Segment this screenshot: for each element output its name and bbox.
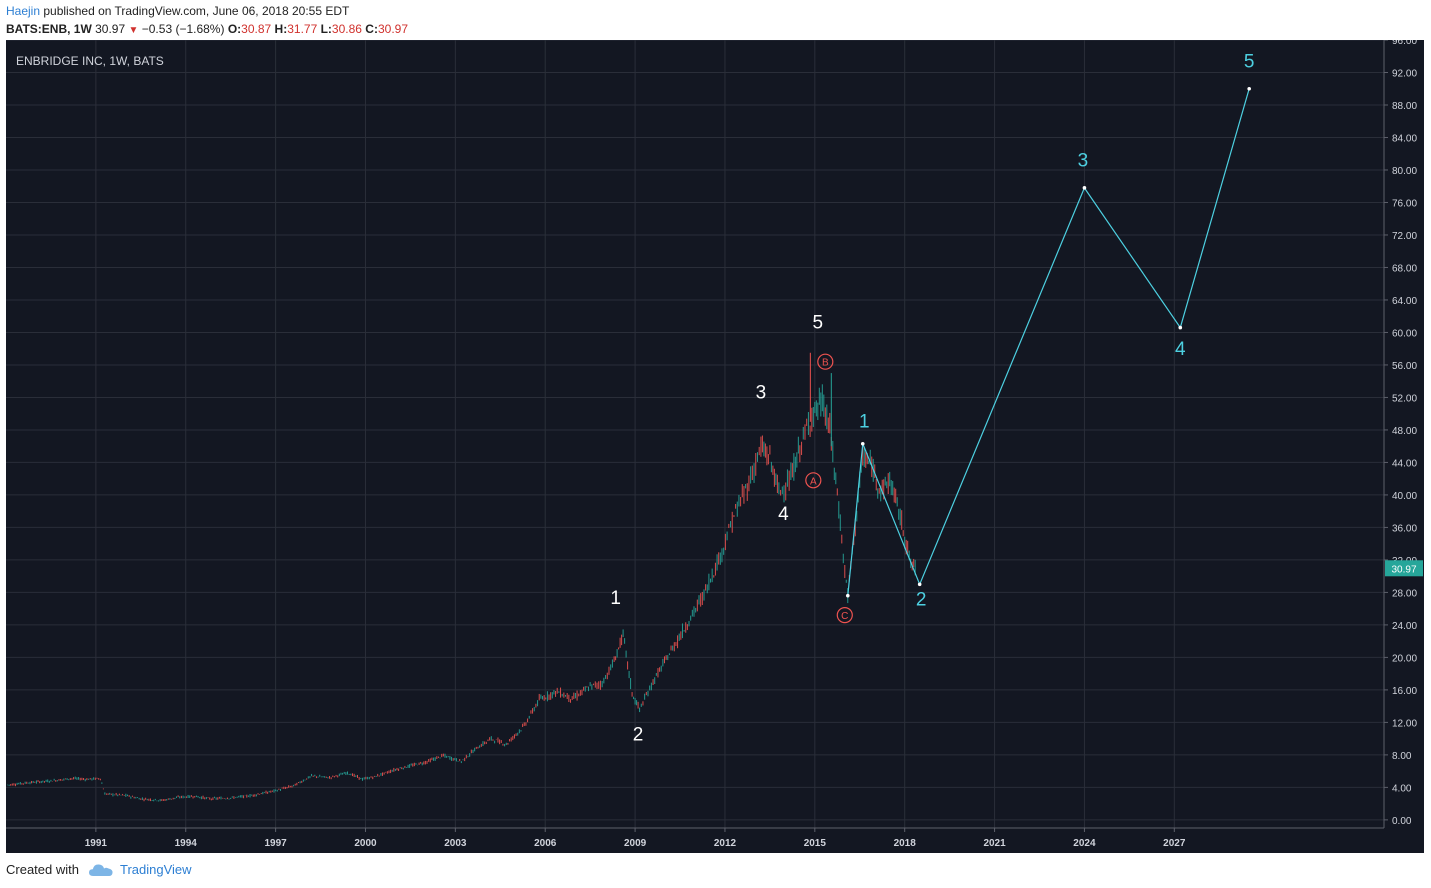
y-tick-label: 96.00 bbox=[1392, 40, 1417, 47]
down-arrow-icon: ▼ bbox=[128, 25, 139, 36]
wave-vertex bbox=[1178, 325, 1183, 330]
wave-label: 1 bbox=[610, 588, 621, 609]
x-tick-label: 2009 bbox=[624, 838, 647, 849]
chart-title: ENBRIDGE INC, 1W, BATS bbox=[16, 54, 164, 68]
y-tick-label: 68.00 bbox=[1392, 263, 1417, 274]
wave-label: 4 bbox=[1175, 339, 1186, 360]
wave-label: 5 bbox=[1244, 52, 1255, 73]
price-chart[interactable]: 1 2 3 4 5 1 2 3 4 5 A B C 0.00 4.00 8.00 12.00 16.00 20.0… bbox=[6, 40, 1424, 853]
y-tick-label: 24.00 bbox=[1392, 621, 1417, 632]
x-tick-label: 2027 bbox=[1163, 838, 1186, 849]
open-value: 30.87 bbox=[241, 22, 272, 36]
circle-label: B bbox=[822, 358, 829, 369]
circle-label: A bbox=[810, 476, 817, 487]
close-value: 30.97 bbox=[377, 22, 408, 36]
wave-label: 2 bbox=[633, 724, 644, 745]
high-label: H: bbox=[274, 22, 288, 36]
wave-label: 2 bbox=[916, 589, 927, 610]
wave-vertex bbox=[917, 582, 922, 587]
wave-labels: 1 2 3 4 5 1 2 3 4 5 A B C bbox=[610, 52, 1254, 746]
open-label: O: bbox=[227, 22, 242, 36]
y-tick-label: 52.00 bbox=[1392, 393, 1417, 404]
wave-label: 3 bbox=[756, 382, 767, 403]
last-price: 30.97 bbox=[95, 22, 126, 36]
y-tick-label: 92.00 bbox=[1392, 68, 1417, 79]
y-tick-label: 0.00 bbox=[1392, 816, 1412, 827]
published-text: published on TradingView.com, June 06, 2… bbox=[40, 4, 350, 18]
circle-label: C bbox=[841, 611, 848, 622]
created-with-text: Created with bbox=[6, 862, 79, 877]
y-tick-label: 84.00 bbox=[1392, 133, 1417, 144]
x-tick-label: 1994 bbox=[175, 838, 198, 849]
y-tick-label: 56.00 bbox=[1392, 361, 1417, 372]
author-link[interactable]: Haejin bbox=[6, 4, 41, 18]
footer: Created with TradingView bbox=[6, 862, 192, 882]
x-tick-label: 2021 bbox=[983, 838, 1006, 849]
y-tick-label: 8.00 bbox=[1392, 751, 1412, 762]
wave-label: 3 bbox=[1078, 151, 1089, 172]
y-tick-label: 4.00 bbox=[1392, 783, 1412, 794]
wave-projection-line bbox=[847, 88, 1250, 596]
circle-label-ring bbox=[817, 353, 834, 370]
y-tick-label: 40.00 bbox=[1392, 491, 1417, 502]
y-tick-label: 12.00 bbox=[1392, 718, 1417, 729]
price-change: −0.53 (−1.68%) bbox=[141, 22, 225, 36]
symbol-label: BATS:ENB, 1W bbox=[6, 22, 92, 36]
x-tick-label: 2018 bbox=[894, 838, 917, 849]
y-tick-label: 44.00 bbox=[1392, 458, 1417, 469]
last-price-label: 30.97 bbox=[1391, 564, 1416, 575]
x-tick-label: 2012 bbox=[714, 838, 737, 849]
circle-label-ring bbox=[836, 607, 853, 624]
wave-vertex bbox=[1082, 186, 1087, 190]
wave-label: 4 bbox=[778, 504, 789, 525]
publication-header: Haejin published on TradingView.com, Jun… bbox=[6, 0, 1426, 40]
wave-projection bbox=[845, 86, 1251, 598]
circle-label-ring bbox=[805, 472, 822, 489]
y-tick-label: 76.00 bbox=[1392, 198, 1417, 209]
y-tick-label: 20.00 bbox=[1392, 653, 1417, 664]
x-tick-label: 1991 bbox=[85, 838, 108, 849]
x-tick-label: 2015 bbox=[804, 838, 827, 849]
chart-panel[interactable]: 1 2 3 4 5 1 2 3 4 5 A B C 0.00 4.00 8.00 12.00 16.00 20.0… bbox=[6, 40, 1424, 853]
tradingview-link[interactable]: TradingView bbox=[120, 862, 192, 877]
y-tick-label: 48.00 bbox=[1392, 426, 1417, 437]
x-tick-label: 2000 bbox=[354, 838, 377, 849]
x-tick-label: 2003 bbox=[444, 838, 467, 849]
low-label: L: bbox=[320, 22, 332, 36]
x-tick-label: 1997 bbox=[264, 838, 287, 849]
y-tick-label: 36.00 bbox=[1392, 523, 1417, 534]
low-value: 30.86 bbox=[331, 22, 362, 36]
wave-vertex bbox=[845, 593, 850, 598]
y-tick-label: 64.00 bbox=[1392, 296, 1417, 307]
chart-axes: 0.004.008.0012.0016.0020.0024.0028.0032.… bbox=[6, 40, 1423, 849]
close-label: C: bbox=[365, 22, 378, 36]
y-tick-label: 60.00 bbox=[1392, 328, 1417, 339]
tradingview-cloud-icon bbox=[88, 864, 113, 876]
wave-label: 1 bbox=[859, 412, 870, 433]
publication-line: Haejin published on TradingView.com, Jun… bbox=[6, 4, 349, 18]
chart-grid bbox=[6, 40, 1384, 828]
wave-vertex bbox=[1247, 86, 1251, 91]
x-tick-label: 2024 bbox=[1073, 838, 1096, 849]
y-tick-label: 16.00 bbox=[1392, 686, 1417, 697]
y-tick-label: 88.00 bbox=[1392, 101, 1417, 112]
wave-vertex bbox=[860, 441, 865, 446]
y-tick-label: 80.00 bbox=[1392, 166, 1417, 177]
last-price-badge bbox=[1385, 560, 1423, 577]
quote-line: BATS:ENB, 1W 30.97 ▼ −0.53 (−1.68%) O:30… bbox=[6, 22, 408, 36]
wave-label: 5 bbox=[813, 312, 824, 333]
x-tick-label: 2006 bbox=[534, 838, 557, 849]
price-series bbox=[6, 352, 916, 802]
high-value: 31.77 bbox=[287, 22, 318, 36]
y-tick-label: 28.00 bbox=[1392, 588, 1417, 599]
y-tick-label: 72.00 bbox=[1392, 231, 1417, 242]
